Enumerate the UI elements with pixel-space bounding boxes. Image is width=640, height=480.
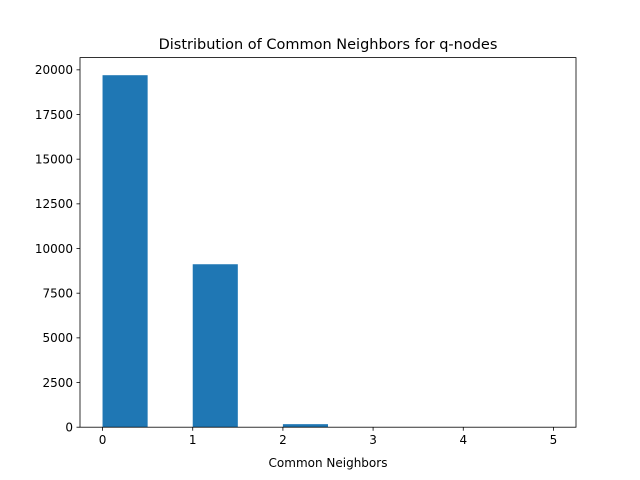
histogram-bar-4 xyxy=(282,424,328,428)
y-axis-ticks: 0 2500 5000 7500 10000 12500 15000 17500 20000 xyxy=(35,63,80,435)
y-tick-label: 5000 xyxy=(42,331,73,345)
y-tick-label: 7500 xyxy=(42,286,73,300)
x-tick-label: 0 xyxy=(99,433,107,447)
y-tick-label: 15000 xyxy=(35,152,73,166)
y-tick-label: 17500 xyxy=(35,108,73,122)
y-tick-label: 0 xyxy=(65,421,73,435)
x-tick-label: 4 xyxy=(459,433,467,447)
x-tick-label: 1 xyxy=(189,433,197,447)
histogram-bar-0 xyxy=(102,75,148,428)
y-tick-label: 2500 xyxy=(42,376,73,390)
x-tick-label: 2 xyxy=(279,433,287,447)
x-axis-label: Common Neighbors xyxy=(269,456,388,470)
y-tick-label: 20000 xyxy=(35,63,73,77)
bars-group xyxy=(102,75,554,428)
y-tick-label: 12500 xyxy=(35,197,73,211)
x-axis-ticks: 0 1 2 3 4 5 xyxy=(99,427,558,447)
x-tick-label: 3 xyxy=(369,433,377,447)
y-tick-label: 10000 xyxy=(35,242,73,256)
plot-area-frame xyxy=(79,57,577,428)
x-tick-label: 5 xyxy=(550,433,558,447)
chart-title: Distribution of Common Neighbors for q-n… xyxy=(159,37,498,53)
histogram-bar-2 xyxy=(192,264,238,428)
